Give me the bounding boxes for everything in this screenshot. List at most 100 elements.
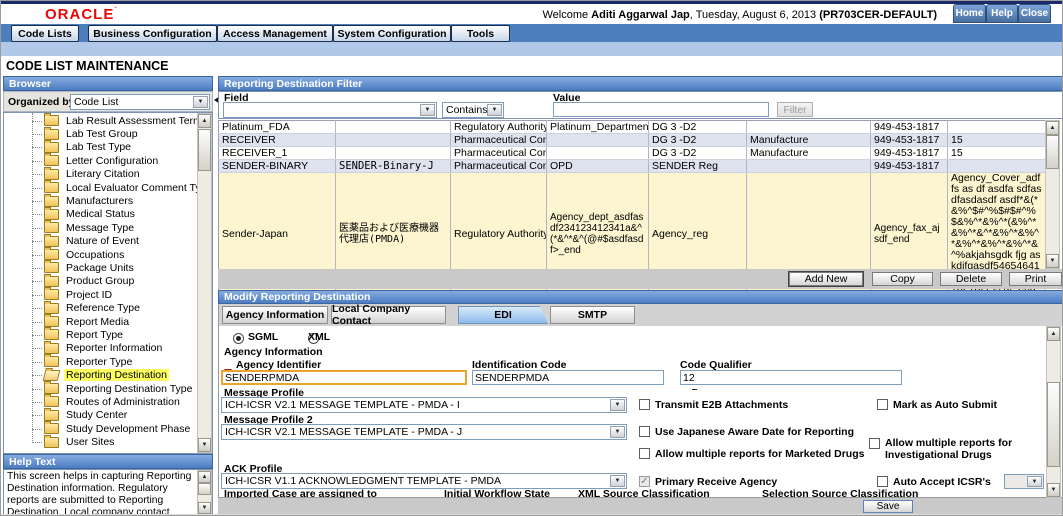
menu-system-configuration[interactable]: System Configuration [333, 25, 451, 42]
scroll-up-button[interactable]: ▲ [198, 471, 211, 483]
scroll-thumb[interactable] [1046, 135, 1059, 169]
tree-item[interactable]: Report Type [4, 327, 196, 341]
tab-local-company-contact[interactable]: Local Company Contact [331, 303, 446, 327]
message-profile2-dropdown[interactable]: ICH-ICSR V2.1 MESSAGE TEMPLATE - PMDA - … [221, 424, 627, 440]
open-folder-icon [42, 369, 61, 381]
value-input[interactable] [553, 102, 769, 117]
tree-item[interactable]: Routes of Administration [4, 394, 196, 408]
help-button[interactable]: Help [986, 4, 1018, 23]
home-button[interactable]: Home [953, 4, 986, 23]
multiple-marketed-checkbox[interactable]: Allow multiple reports for Marketed Drug… [639, 448, 864, 460]
tree-item[interactable]: User Sites [4, 434, 196, 448]
primary-receive-agency-checkbox[interactable]: Primary Receive Agency [639, 476, 777, 488]
save-button[interactable]: Save [863, 500, 913, 513]
table-row[interactable]: Platinum_FDA Regulatory Authority Platinum… [218, 120, 1046, 134]
menu-business-configuration[interactable]: Business Configuration [88, 25, 217, 42]
checkbox-icon[interactable] [639, 399, 650, 410]
checkbox-icon[interactable] [639, 448, 650, 459]
tab-agency-information[interactable]: Agency Information [222, 306, 328, 324]
edi-panel-scrollbar[interactable]: ▲ ▼ [1046, 326, 1061, 498]
tree-item-selected[interactable]: Reporting Destination [4, 368, 196, 382]
chevron-down-icon[interactable]: ▼ [610, 426, 625, 438]
checkbox-icon[interactable] [639, 426, 650, 437]
table-row[interactable]: SENDER-BINARY SENDER-Binary-J Pharmaceutic… [218, 159, 1046, 173]
tree-item[interactable]: Study Center [4, 407, 196, 422]
tree-scrollbar[interactable]: ▲ ▼ [197, 113, 212, 453]
scroll-down-button[interactable]: ▼ [198, 438, 211, 452]
message-profile-dropdown[interactable]: ICH-ICSR V2.1 MESSAGE TEMPLATE - PMDA - … [221, 397, 627, 413]
code-qualifier-input[interactable] [680, 370, 902, 385]
table-scrollbar[interactable]: ▲ ▼ [1045, 120, 1060, 269]
tree-item[interactable]: Report Media [4, 314, 196, 328]
tree-item[interactable]: Medical Status [4, 206, 196, 221]
tab-smtp[interactable]: SMTP [550, 306, 635, 324]
close-button[interactable]: Close [1018, 4, 1051, 23]
chevron-down-icon[interactable]: ▼ [1027, 476, 1042, 487]
condition-dropdown[interactable]: Contains ▼ [442, 102, 504, 118]
tree-item[interactable]: Lab Result Assessment Terms [4, 113, 207, 127]
scroll-up-button[interactable]: ▲ [1046, 121, 1059, 135]
tree-item[interactable]: Project ID [4, 287, 196, 301]
transmit-e2b-checkbox[interactable]: Transmit E2B Attachments [639, 399, 788, 411]
delete-button[interactable]: Delete [940, 272, 1002, 286]
ack-profile-dropdown[interactable]: ICH-ICSR V1.1 ACKNOWLEDGMENT TEMPLATE - … [221, 473, 627, 489]
scroll-down-button[interactable]: ▼ [198, 502, 211, 514]
scroll-up-button[interactable]: ▲ [198, 114, 211, 128]
sgml-radio[interactable] [233, 333, 244, 344]
tree-item[interactable]: Lab Test Group [4, 126, 196, 140]
tree-item[interactable]: Package Units [4, 260, 196, 274]
tree-item[interactable]: Study Development Phase [4, 421, 196, 435]
tree-item[interactable]: Lab Test Type [4, 139, 196, 154]
tab-edi[interactable]: EDI [458, 306, 548, 324]
tree-item[interactable]: Message Type [4, 220, 196, 234]
auto-accept-icsrs-checkbox[interactable]: Auto Accept ICSR's [877, 476, 991, 488]
chevron-down-icon[interactable]: ▼ [610, 399, 625, 411]
print-button[interactable]: Print [1009, 272, 1062, 286]
collapse-sidebar-arrow[interactable] [214, 96, 220, 104]
tree-item[interactable]: Literary Citation [4, 166, 196, 181]
japanese-aware-date-checkbox[interactable]: Use Japanese Aware Date for Reporting [639, 426, 854, 438]
tree-item[interactable]: Reference Type [4, 300, 196, 314]
scroll-thumb[interactable] [198, 483, 211, 495]
tree-item[interactable]: Nature of Event [4, 233, 196, 248]
menu-code-lists[interactable]: Code Lists [11, 25, 79, 42]
tree-item[interactable]: Reporter Information [4, 340, 196, 355]
menu-tools[interactable]: Tools [451, 25, 510, 42]
scroll-up-button[interactable]: ▲ [1047, 327, 1060, 341]
tree-item[interactable]: Occupations [4, 247, 196, 261]
auto-accept-dropdown[interactable]: ▼ [1004, 474, 1044, 489]
chevron-down-icon[interactable]: ▼ [487, 104, 502, 116]
field-dropdown[interactable]: ▼ [223, 102, 437, 118]
scroll-down-button[interactable]: ▼ [1047, 483, 1060, 497]
checkbox-icon[interactable] [877, 399, 888, 410]
menu-access-management[interactable]: Access Management [217, 25, 333, 42]
chevron-down-icon[interactable]: ▼ [610, 475, 625, 487]
organized-by-dropdown[interactable]: Code List ▼ [70, 94, 210, 110]
scroll-thumb[interactable] [198, 129, 211, 171]
tree-item[interactable]: Reporting Destination Type [4, 381, 196, 395]
mark-auto-submit-checkbox[interactable]: Mark as Auto Submit [877, 399, 997, 411]
checkbox-checked-icon[interactable] [639, 476, 650, 487]
chevron-down-icon[interactable]: ▼ [420, 104, 435, 116]
scroll-down-button[interactable]: ▼ [1046, 254, 1059, 268]
copy-button[interactable]: Copy [872, 272, 933, 286]
xml-radio[interactable] [308, 333, 320, 344]
help-scrollbar[interactable]: ▲ ▼ [197, 470, 212, 515]
identification-code-input[interactable] [472, 370, 664, 385]
tree-item[interactable]: Product Group [4, 273, 196, 288]
tree-item[interactable]: Manufacturers [4, 193, 196, 207]
checkbox-icon[interactable] [869, 438, 880, 449]
checkbox-icon[interactable] [877, 476, 888, 487]
agency-identifier-input[interactable] [221, 370, 467, 385]
tree-item[interactable]: Reporter Type [4, 354, 196, 368]
tree-item[interactable]: Letter Configuration [4, 153, 196, 167]
folder-icon [44, 247, 59, 261]
multiple-investigational-checkbox[interactable]: Allow multiple reports for Investigation… [869, 437, 1037, 461]
add-new-button[interactable]: Add New [789, 272, 863, 286]
filter-button[interactable]: Filter [777, 102, 813, 117]
scroll-thumb[interactable] [1047, 382, 1060, 467]
tree-item[interactable]: Local Evaluator Comment Type [4, 180, 212, 194]
chevron-down-icon[interactable]: ▼ [193, 96, 208, 108]
